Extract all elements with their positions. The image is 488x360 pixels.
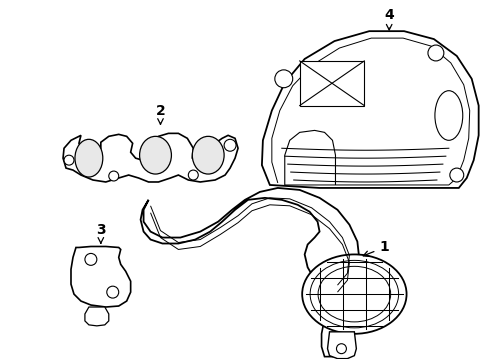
Ellipse shape xyxy=(434,91,462,140)
Polygon shape xyxy=(262,31,478,188)
Polygon shape xyxy=(85,307,108,326)
Circle shape xyxy=(274,70,292,88)
Circle shape xyxy=(427,45,443,61)
Text: 1: 1 xyxy=(363,240,388,256)
Ellipse shape xyxy=(139,136,171,174)
Polygon shape xyxy=(71,247,130,307)
Circle shape xyxy=(188,170,198,180)
Circle shape xyxy=(64,155,74,165)
Polygon shape xyxy=(63,133,238,182)
Circle shape xyxy=(106,286,119,298)
Polygon shape xyxy=(327,332,356,359)
Text: 2: 2 xyxy=(155,104,165,124)
Polygon shape xyxy=(299,61,364,105)
Circle shape xyxy=(336,344,346,354)
Ellipse shape xyxy=(75,139,102,177)
Circle shape xyxy=(224,139,236,151)
Polygon shape xyxy=(141,188,359,289)
Circle shape xyxy=(85,253,97,265)
Circle shape xyxy=(108,171,119,181)
Ellipse shape xyxy=(302,255,406,334)
Circle shape xyxy=(449,168,463,182)
Ellipse shape xyxy=(192,136,224,174)
Polygon shape xyxy=(321,261,357,357)
Text: 3: 3 xyxy=(96,222,105,243)
Text: 4: 4 xyxy=(384,8,393,30)
